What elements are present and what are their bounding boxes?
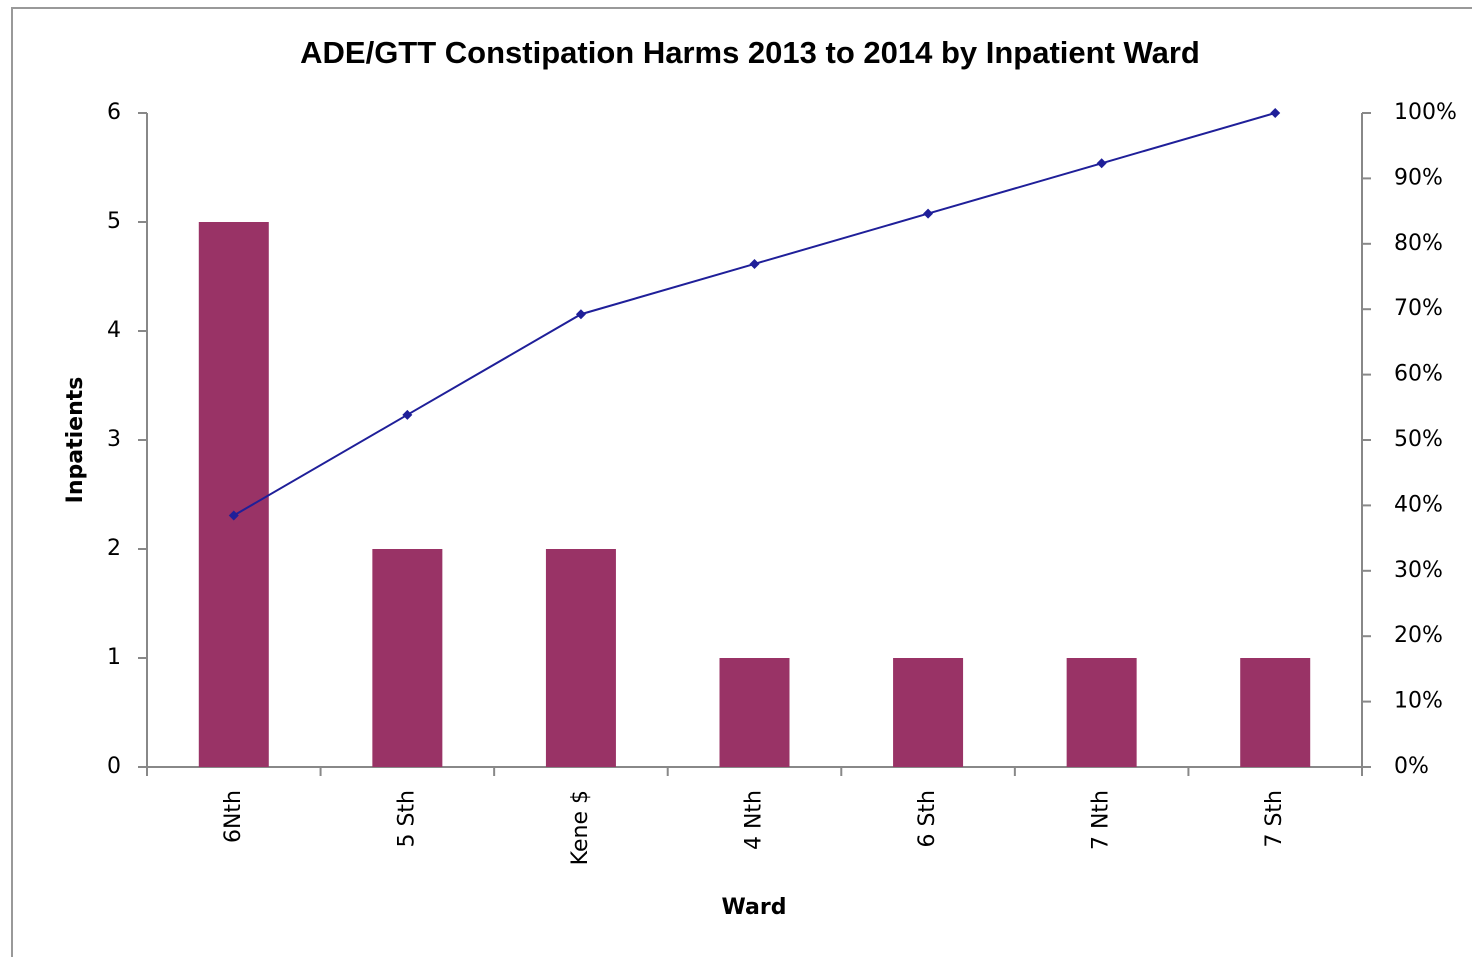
line-marker (228, 510, 239, 521)
line-marker (402, 409, 413, 420)
y2-tick-label: 90% (1394, 165, 1443, 190)
y2-tick-label: 40% (1394, 492, 1443, 517)
x-tick-label: 5 Sth (394, 790, 419, 848)
line-marker (1270, 108, 1281, 118)
x-tick-label: 7 Nth (1089, 790, 1114, 850)
bar (198, 222, 269, 767)
y-tick-label: 6 (107, 100, 121, 125)
line-marker (1096, 158, 1107, 169)
y2-tick-label: 30% (1394, 558, 1443, 583)
y-tick-label: 1 (107, 645, 121, 670)
y-tick-label: 0 (107, 754, 121, 779)
line-marker (923, 208, 934, 219)
line-marker (575, 309, 586, 320)
y2-tick-label: 100% (1394, 100, 1457, 125)
y-tick-label: 5 (107, 209, 121, 234)
y-tick-label: 4 (107, 318, 121, 343)
bar (719, 658, 790, 767)
bar (1240, 658, 1311, 767)
y2-tick-label: 70% (1394, 296, 1443, 321)
x-tick-label: 6Nth (221, 790, 246, 843)
x-axis-title: Ward (722, 895, 787, 920)
bar (893, 658, 964, 767)
x-tick-label: 4 Nth (742, 790, 767, 850)
x-tick-label: 7 Sth (1262, 790, 1287, 848)
y2-tick-label: 10% (1394, 689, 1443, 714)
y2-tick-label: 0% (1394, 754, 1429, 779)
chart-title: ADE/GTT Constipation Harms 2013 to 2014 … (300, 35, 1200, 70)
x-tick-label: 6 Sth (915, 790, 940, 848)
y2-tick-label: 80% (1394, 231, 1443, 256)
y2-tick-label: 60% (1394, 362, 1443, 387)
y-axis-title: Inpatients (63, 377, 88, 504)
y-tick-label: 3 (107, 427, 121, 452)
y2-tick-label: 50% (1394, 427, 1443, 452)
bar (1066, 658, 1137, 767)
bar (545, 549, 616, 767)
y-tick-label: 2 (107, 536, 121, 561)
y2-tick-label: 20% (1394, 623, 1443, 648)
line-marker (749, 258, 760, 269)
bar (372, 549, 443, 767)
x-tick-label: Kene $ (568, 790, 593, 865)
